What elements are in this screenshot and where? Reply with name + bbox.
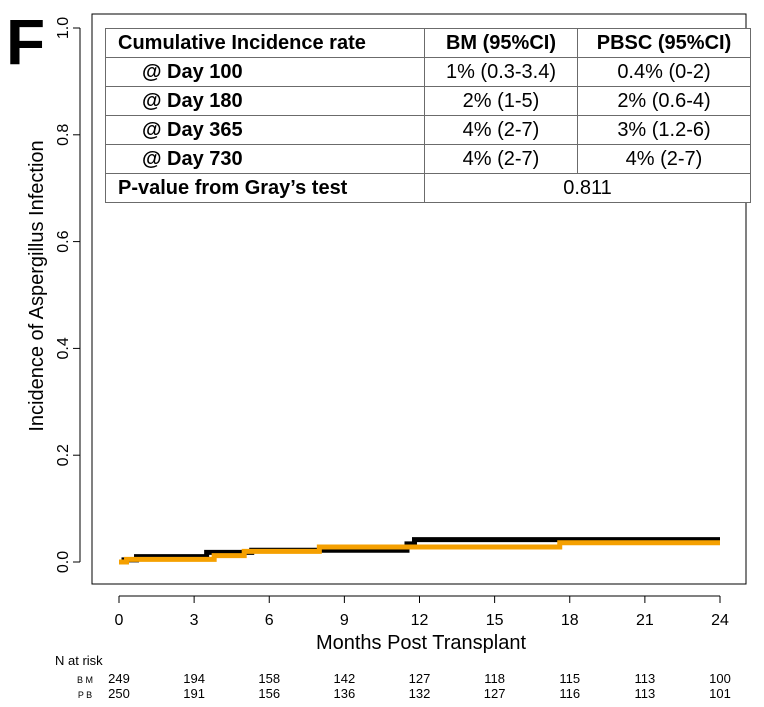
at-risk-value: 100 xyxy=(709,671,731,686)
table-row: @ Day 180 2% (1-5) 2% (0.6-4) xyxy=(105,86,751,116)
pvalue-label: P-value from Gray’s test xyxy=(105,173,425,203)
at-risk-value: 113 xyxy=(635,671,656,686)
row-label: @ Day 180 xyxy=(105,86,425,116)
x-tick-label: 0 xyxy=(115,612,124,629)
pvalue-value: 0.811 xyxy=(424,173,751,203)
x-tick-label: 9 xyxy=(340,612,349,629)
at-risk-value: 132 xyxy=(409,686,431,701)
x-tick-label: 21 xyxy=(636,612,654,629)
x-tick-label: 24 xyxy=(711,612,729,629)
y-axis: 0.0 0.2 0.4 0.6 0.8 1.0 xyxy=(55,17,81,573)
pvalue-row: P-value from Gray’s test 0.811 xyxy=(105,173,751,203)
header-cumulative: Cumulative Incidence rate xyxy=(105,28,425,58)
at-risk-value: 113 xyxy=(635,686,656,701)
at-risk-value: 142 xyxy=(334,671,356,686)
series-layer xyxy=(119,537,720,565)
header-pbsc: PBSC (95%CI) xyxy=(577,28,751,58)
plot-frame xyxy=(91,13,747,585)
table-header-row: Cumulative Incidence rate BM (95%CI) PBS… xyxy=(105,28,751,58)
bm-value: 2% (1-5) xyxy=(424,86,578,116)
table-row: @ Day 365 4% (2-7) 3% (1.2-6) xyxy=(105,115,751,145)
at-risk-value: 191 xyxy=(183,686,205,701)
pbsc-value: 2% (0.6-4) xyxy=(577,86,751,116)
x-tick-label: 6 xyxy=(265,612,274,629)
incidence-table: Cumulative Incidence rate BM (95%CI) PBS… xyxy=(105,28,751,203)
y-tick-label: 0.0 xyxy=(55,551,72,573)
y-tick-label: 0.2 xyxy=(55,444,72,466)
header-bm: BM (95%CI) xyxy=(424,28,578,58)
pbsc-value: 3% (1.2-6) xyxy=(577,115,751,145)
y-axis-label: Incidence of Aspergillus Infection xyxy=(26,140,48,431)
x-axis: 0 3 6 9 12 15 18 21 24 xyxy=(115,595,729,629)
at-risk-value: 116 xyxy=(559,686,580,701)
x-axis-label: Months Post Transplant xyxy=(316,632,527,654)
y-tick-label: 0.8 xyxy=(55,124,72,146)
table-row: @ Day 100 1% (0.3-3.4) 0.4% (0-2) xyxy=(105,57,751,87)
at-risk-value: 118 xyxy=(484,671,505,686)
at-risk-value: 115 xyxy=(559,671,580,686)
x-tick-label: 3 xyxy=(190,612,199,629)
at-risk-value: 127 xyxy=(409,671,431,686)
at-risk-value: 249 xyxy=(108,671,130,686)
at-risk-value: 101 xyxy=(709,686,731,701)
at-risk-value: 156 xyxy=(258,686,280,701)
at-risk-table: N at risk B M 249 194 158 142 127 118 115 113 100… xyxy=(55,653,731,701)
y-tick-label: 0.6 xyxy=(55,230,72,252)
row-label: @ Day 365 xyxy=(105,115,425,145)
bm-value: 1% (0.3-3.4) xyxy=(424,57,578,87)
y-tick-label: 1.0 xyxy=(55,17,72,39)
series-pbsc-line xyxy=(119,540,720,565)
row-label: @ Day 100 xyxy=(105,57,425,87)
x-tick-label: 18 xyxy=(561,612,579,629)
at-risk-value: 250 xyxy=(108,686,130,701)
x-tick-label: 15 xyxy=(486,612,504,629)
panel-letter: F xyxy=(6,6,46,78)
row-label: @ Day 730 xyxy=(105,144,425,174)
at-risk-title: N at risk xyxy=(55,653,103,668)
table-row: @ Day 730 4% (2-7) 4% (2-7) xyxy=(105,144,751,174)
at-risk-value: 136 xyxy=(334,686,356,701)
at-risk-row-label: P B xyxy=(78,690,92,700)
at-risk-value: 158 xyxy=(258,671,280,686)
bm-value: 4% (2-7) xyxy=(424,144,578,174)
pbsc-value: 4% (2-7) xyxy=(577,144,751,174)
y-tick-label: 0.4 xyxy=(55,337,72,359)
pbsc-value: 0.4% (0-2) xyxy=(577,57,751,87)
at-risk-value: 194 xyxy=(183,671,205,686)
x-tick-label: 12 xyxy=(411,612,429,629)
at-risk-value: 127 xyxy=(484,686,506,701)
at-risk-row-label: B M xyxy=(77,675,93,685)
bm-value: 4% (2-7) xyxy=(424,115,578,145)
